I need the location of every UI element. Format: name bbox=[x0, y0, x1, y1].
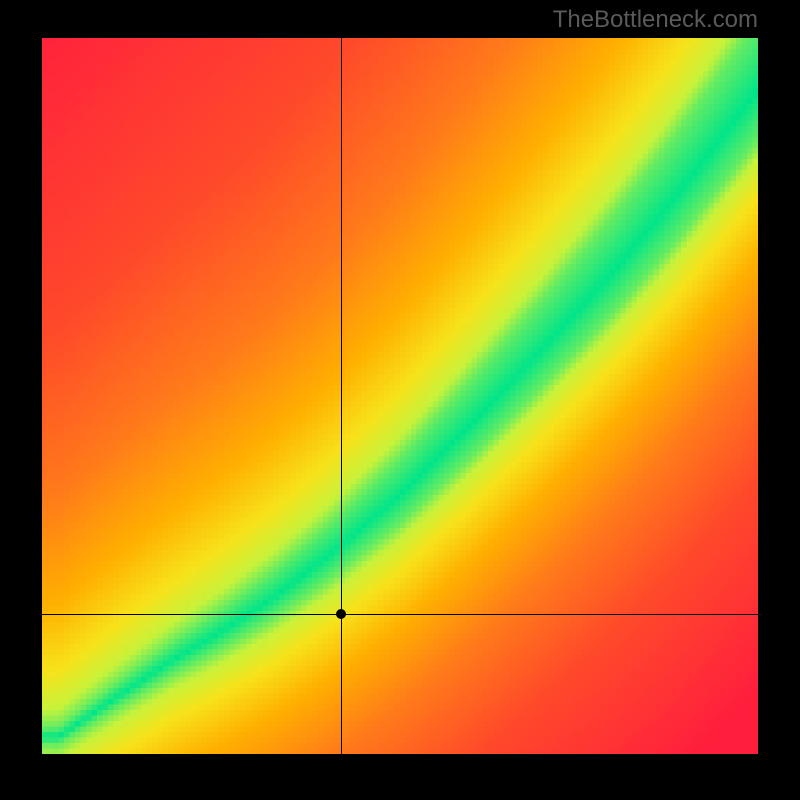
chart-frame: TheBottleneck.com bbox=[0, 0, 800, 800]
plot-area bbox=[42, 38, 758, 754]
watermark-label: TheBottleneck.com bbox=[553, 6, 758, 34]
crosshair-horizontal bbox=[42, 614, 758, 615]
heatmap-canvas bbox=[42, 38, 758, 754]
marker-dot bbox=[336, 609, 346, 619]
crosshair-vertical bbox=[341, 38, 342, 754]
